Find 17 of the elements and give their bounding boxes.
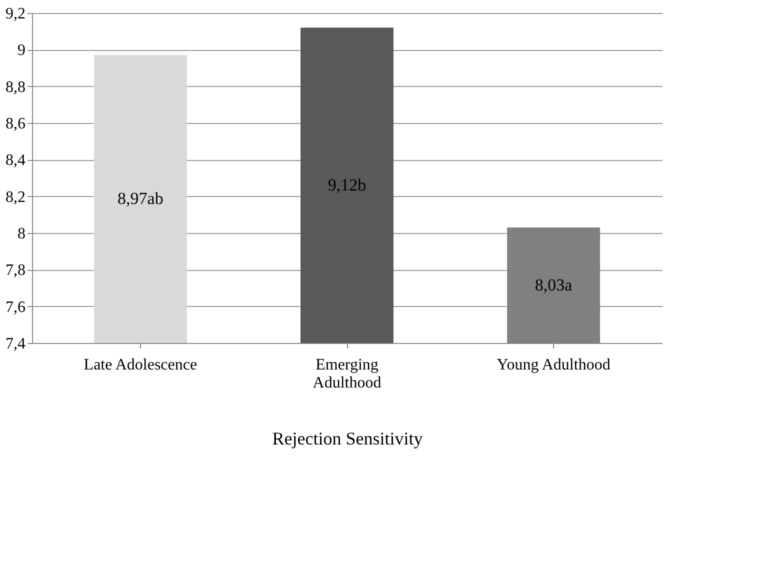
x-axis-title: Rejection Sensitivity <box>272 428 423 448</box>
x-tick-label: Emerging Adulthood <box>312 356 382 392</box>
data-label: 8,03a <box>534 275 573 294</box>
y-tick-label: 7,6 <box>6 298 26 316</box>
y-tick-label: 8,6 <box>6 116 26 132</box>
x-tick-label: Young Adulthood <box>496 356 610 374</box>
y-tick-label: 8 <box>18 226 26 242</box>
y-tick-label: 7,8 <box>6 262 26 280</box>
data-label: 8,97ab <box>118 189 164 208</box>
y-tick-label: 9,2 <box>6 6 26 22</box>
y-tick-label: 8,4 <box>6 152 26 170</box>
y-tick-label: 7,4 <box>6 336 26 352</box>
y-tick-label: 8,8 <box>6 78 26 96</box>
data-label: 9,12b <box>328 175 366 194</box>
y-tick-label: 8,2 <box>6 188 26 206</box>
y-tick-label: 9 <box>18 42 26 60</box>
x-tick-label: Late Adolescence <box>84 356 198 374</box>
